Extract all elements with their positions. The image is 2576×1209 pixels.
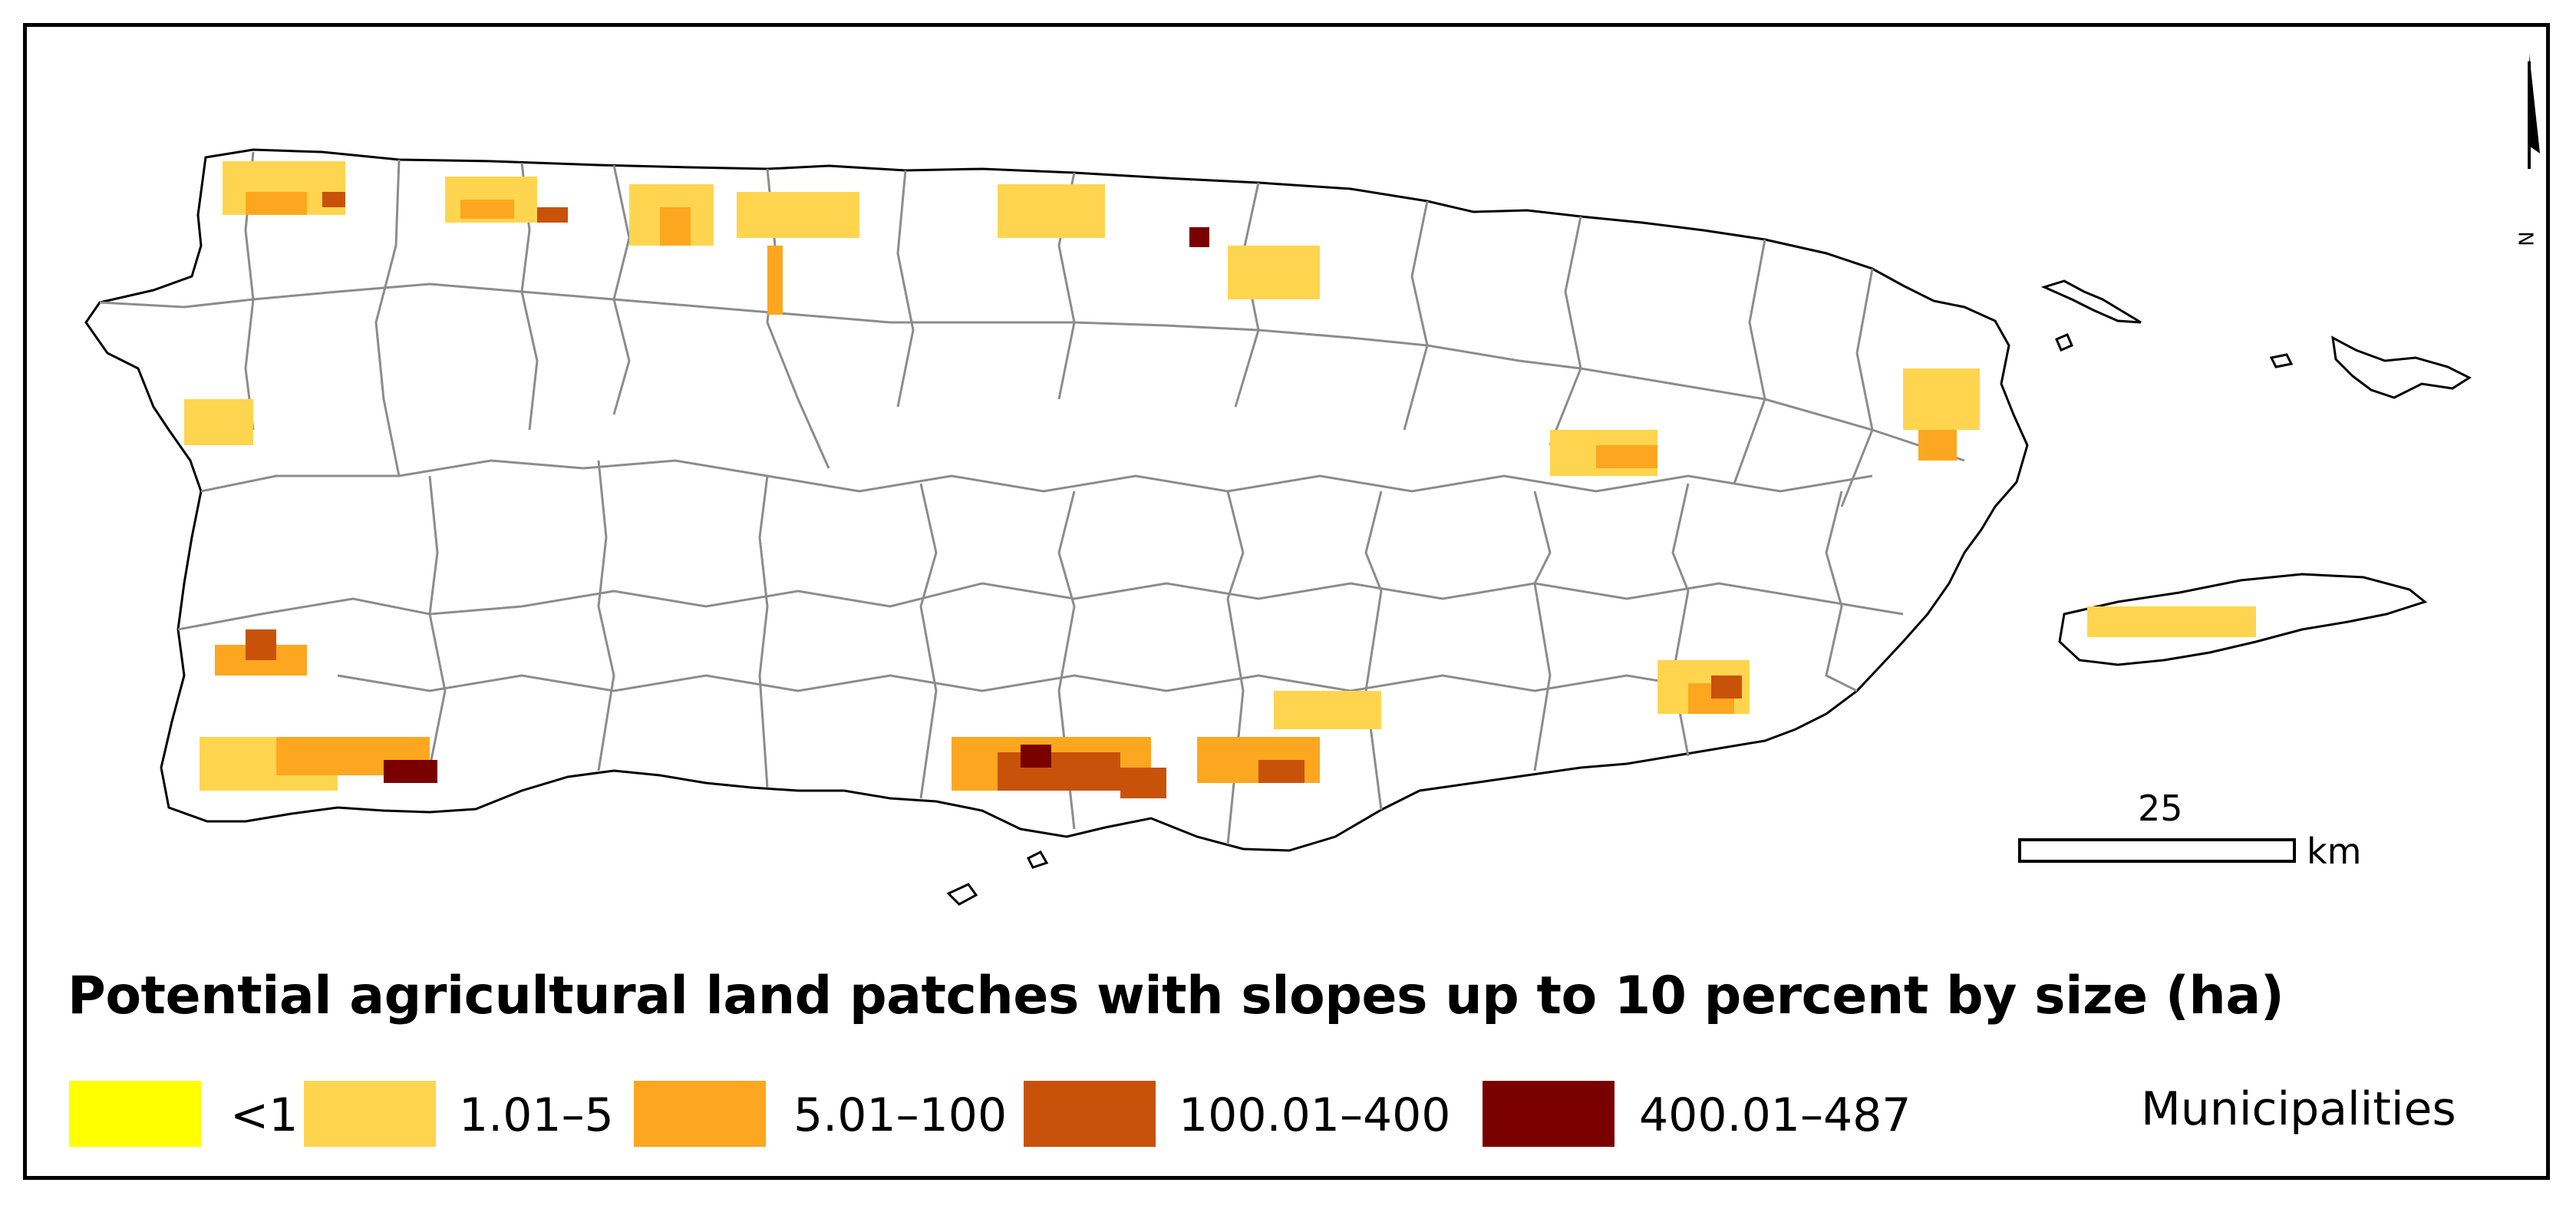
legend-swatch-2 (634, 1081, 766, 1147)
islets (946, 279, 2294, 906)
legend-label-4: 400.01–487 (1639, 1088, 1911, 1142)
scale-unit: km (2307, 831, 2362, 872)
scale-bar (2018, 838, 2296, 863)
legend-label-0: <1 (230, 1088, 298, 1142)
map-canvas (84, 54, 2540, 906)
scale-value: 25 (2138, 788, 2183, 829)
legend-swatch-3 (1024, 1081, 1156, 1147)
north-label: N (2515, 231, 2539, 246)
puerto-rico-main-island (84, 148, 2029, 852)
legend-label-1: 1.01–5 (459, 1088, 614, 1142)
legend-swatch-0 (69, 1081, 201, 1147)
culebra-island (2331, 335, 2472, 399)
legend-swatch-4 (1483, 1081, 1615, 1147)
agricultural-patches (184, 161, 2256, 798)
legend-label-municipalities: Municipalities (2141, 1082, 2456, 1136)
north-arrow-icon (2528, 54, 2540, 169)
map-title: Potential agricultural land patches with… (68, 966, 2284, 1026)
legend-label-2: 5.01–100 (793, 1088, 1008, 1142)
legend-label-3: 100.01–400 (1179, 1088, 1451, 1142)
legend-swatch-1 (304, 1081, 436, 1147)
